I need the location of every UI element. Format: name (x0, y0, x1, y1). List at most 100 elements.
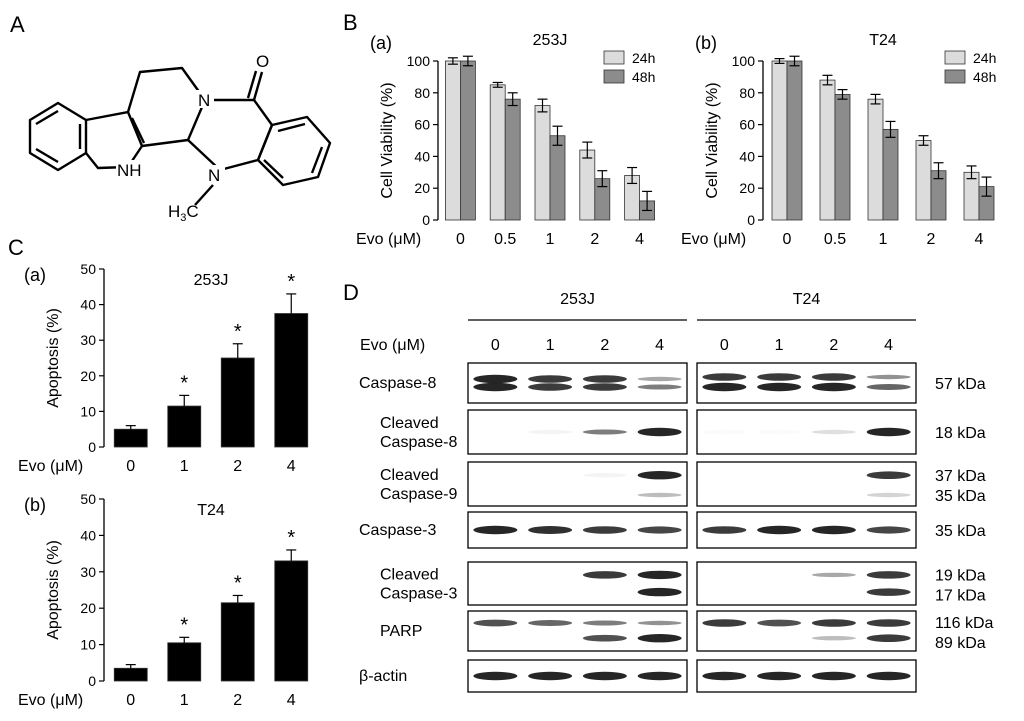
protein-band (866, 492, 911, 498)
pyrrole-ring (85, 110, 144, 170)
legend-label-48h: 48h (632, 69, 655, 85)
cell-line-label-253j: 253J (560, 291, 595, 308)
protein-band (582, 375, 627, 383)
middle-ring (126, 66, 207, 148)
y-tick-label: 10 (80, 637, 96, 653)
x-tick-label: 2 (233, 692, 242, 709)
indole-benzene-double-bond (35, 147, 59, 164)
panel-letter-d: D (343, 280, 359, 305)
protein-band (757, 619, 802, 627)
y-tick-label: 80 (414, 85, 430, 101)
protein-band (866, 526, 911, 534)
protein-band (866, 427, 911, 437)
methyl-group-label: H3C (168, 202, 199, 224)
protein-band (637, 570, 682, 580)
x-tick-label: 2 (927, 231, 936, 248)
blot-box-t24 (696, 461, 917, 507)
chart-title: T24 (197, 502, 225, 519)
bar-24h (771, 60, 788, 221)
bar-apoptosis (274, 313, 309, 448)
dose-label: 1 (775, 337, 784, 354)
bar-24h (867, 98, 884, 221)
y-tick-label: 40 (414, 148, 430, 164)
y-axis-label: Cell Viability (%) (704, 82, 721, 198)
chart-ca: 0 10 20 30 40 50 Apoptosis (%) 253J (a) Evo (μM) 0… (18, 261, 309, 475)
protein-band (702, 526, 747, 534)
protein-band (811, 429, 856, 435)
chart-sublabel: (a) (370, 33, 392, 53)
indole-benzene-ring (28, 101, 88, 172)
protein-band (637, 671, 682, 681)
carbonyl-double-bond (246, 70, 258, 99)
right-benzene-double-bond (263, 159, 284, 179)
x-axis-label: Evo (μM) (681, 231, 746, 248)
kda-label: 37 kDa (935, 468, 986, 485)
right-benzene-double-bond (310, 146, 324, 174)
bar-24h (819, 79, 836, 221)
methyl-label-subscript: 3 (180, 212, 186, 224)
protein-band (757, 430, 801, 434)
legend-swatch-24h (603, 50, 625, 65)
protein-band (637, 587, 682, 597)
protein-band (866, 671, 911, 681)
x-tick-label: 4 (287, 458, 296, 475)
bar-apoptosis (167, 642, 202, 682)
legend-swatch-48h (603, 69, 625, 84)
protein-band (811, 525, 856, 535)
bar-48h (504, 98, 521, 221)
protein-band (473, 374, 518, 384)
protein-band (811, 671, 856, 681)
protein-band (811, 382, 856, 392)
y-axis-label: Apoptosis (%) (45, 540, 62, 640)
y-tick-label: 40 (80, 527, 96, 543)
x-tick-label: 0 (126, 458, 135, 475)
y-tick-label: 60 (414, 117, 430, 133)
right-benzene-ring (256, 115, 332, 187)
legend-swatch-24h (944, 50, 966, 65)
y-tick-label: 80 (739, 85, 755, 101)
kda-label: 18 kDa (935, 425, 986, 442)
kda-label: 17 kDa (935, 588, 986, 605)
kda-label: 116 kDa (935, 615, 994, 632)
significance-marker: * (234, 321, 242, 343)
x-tick-label: 4 (635, 231, 644, 248)
x-tick-label: 1 (546, 231, 555, 248)
protein-band (528, 375, 573, 383)
y-tick-label: 30 (80, 332, 96, 348)
bar-apoptosis (274, 560, 309, 682)
x-tick-label: 2 (590, 231, 599, 248)
y-tick-label: 10 (80, 403, 96, 419)
protein-label: Caspase-8 (359, 375, 436, 392)
chemical-structure (28, 66, 332, 206)
x-tick-label: 0.5 (824, 231, 846, 248)
bar-apoptosis (220, 602, 255, 682)
protein-band (757, 525, 802, 535)
bar-48h (459, 60, 476, 221)
x-tick-label: 1 (879, 231, 888, 248)
y-tick-label: 40 (739, 148, 755, 164)
y-tick-label: 100 (407, 53, 431, 69)
indole-nh-label: NH (117, 161, 142, 180)
y-tick-label: 60 (739, 117, 755, 133)
protein-band (473, 525, 518, 535)
indole-benzene-double-bond (35, 109, 59, 126)
blot-row-cleaved-caspase-8: Cleaved Caspase-8 18 kDa (380, 409, 986, 455)
dose-label: 0 (720, 337, 729, 354)
protein-band (757, 671, 802, 681)
protein-band (637, 634, 682, 643)
x-tick-label: 0 (126, 692, 135, 709)
y-tick-label: 0 (422, 212, 430, 228)
blot-row-cleaved-caspase-9: Cleaved Caspase-9 37 kDa 35 kDa (380, 461, 986, 507)
protein-band (702, 373, 747, 381)
y-tick-label: 50 (80, 491, 96, 507)
protein-band (702, 382, 747, 392)
bar-24h (489, 84, 506, 221)
y-axis-label: Apoptosis (%) (45, 308, 62, 408)
x-tick-label: 1 (180, 458, 189, 475)
bar-48h (882, 128, 899, 221)
protein-band (757, 373, 802, 381)
protein-label: Caspase-9 (380, 486, 457, 503)
bar-apoptosis (167, 405, 202, 448)
